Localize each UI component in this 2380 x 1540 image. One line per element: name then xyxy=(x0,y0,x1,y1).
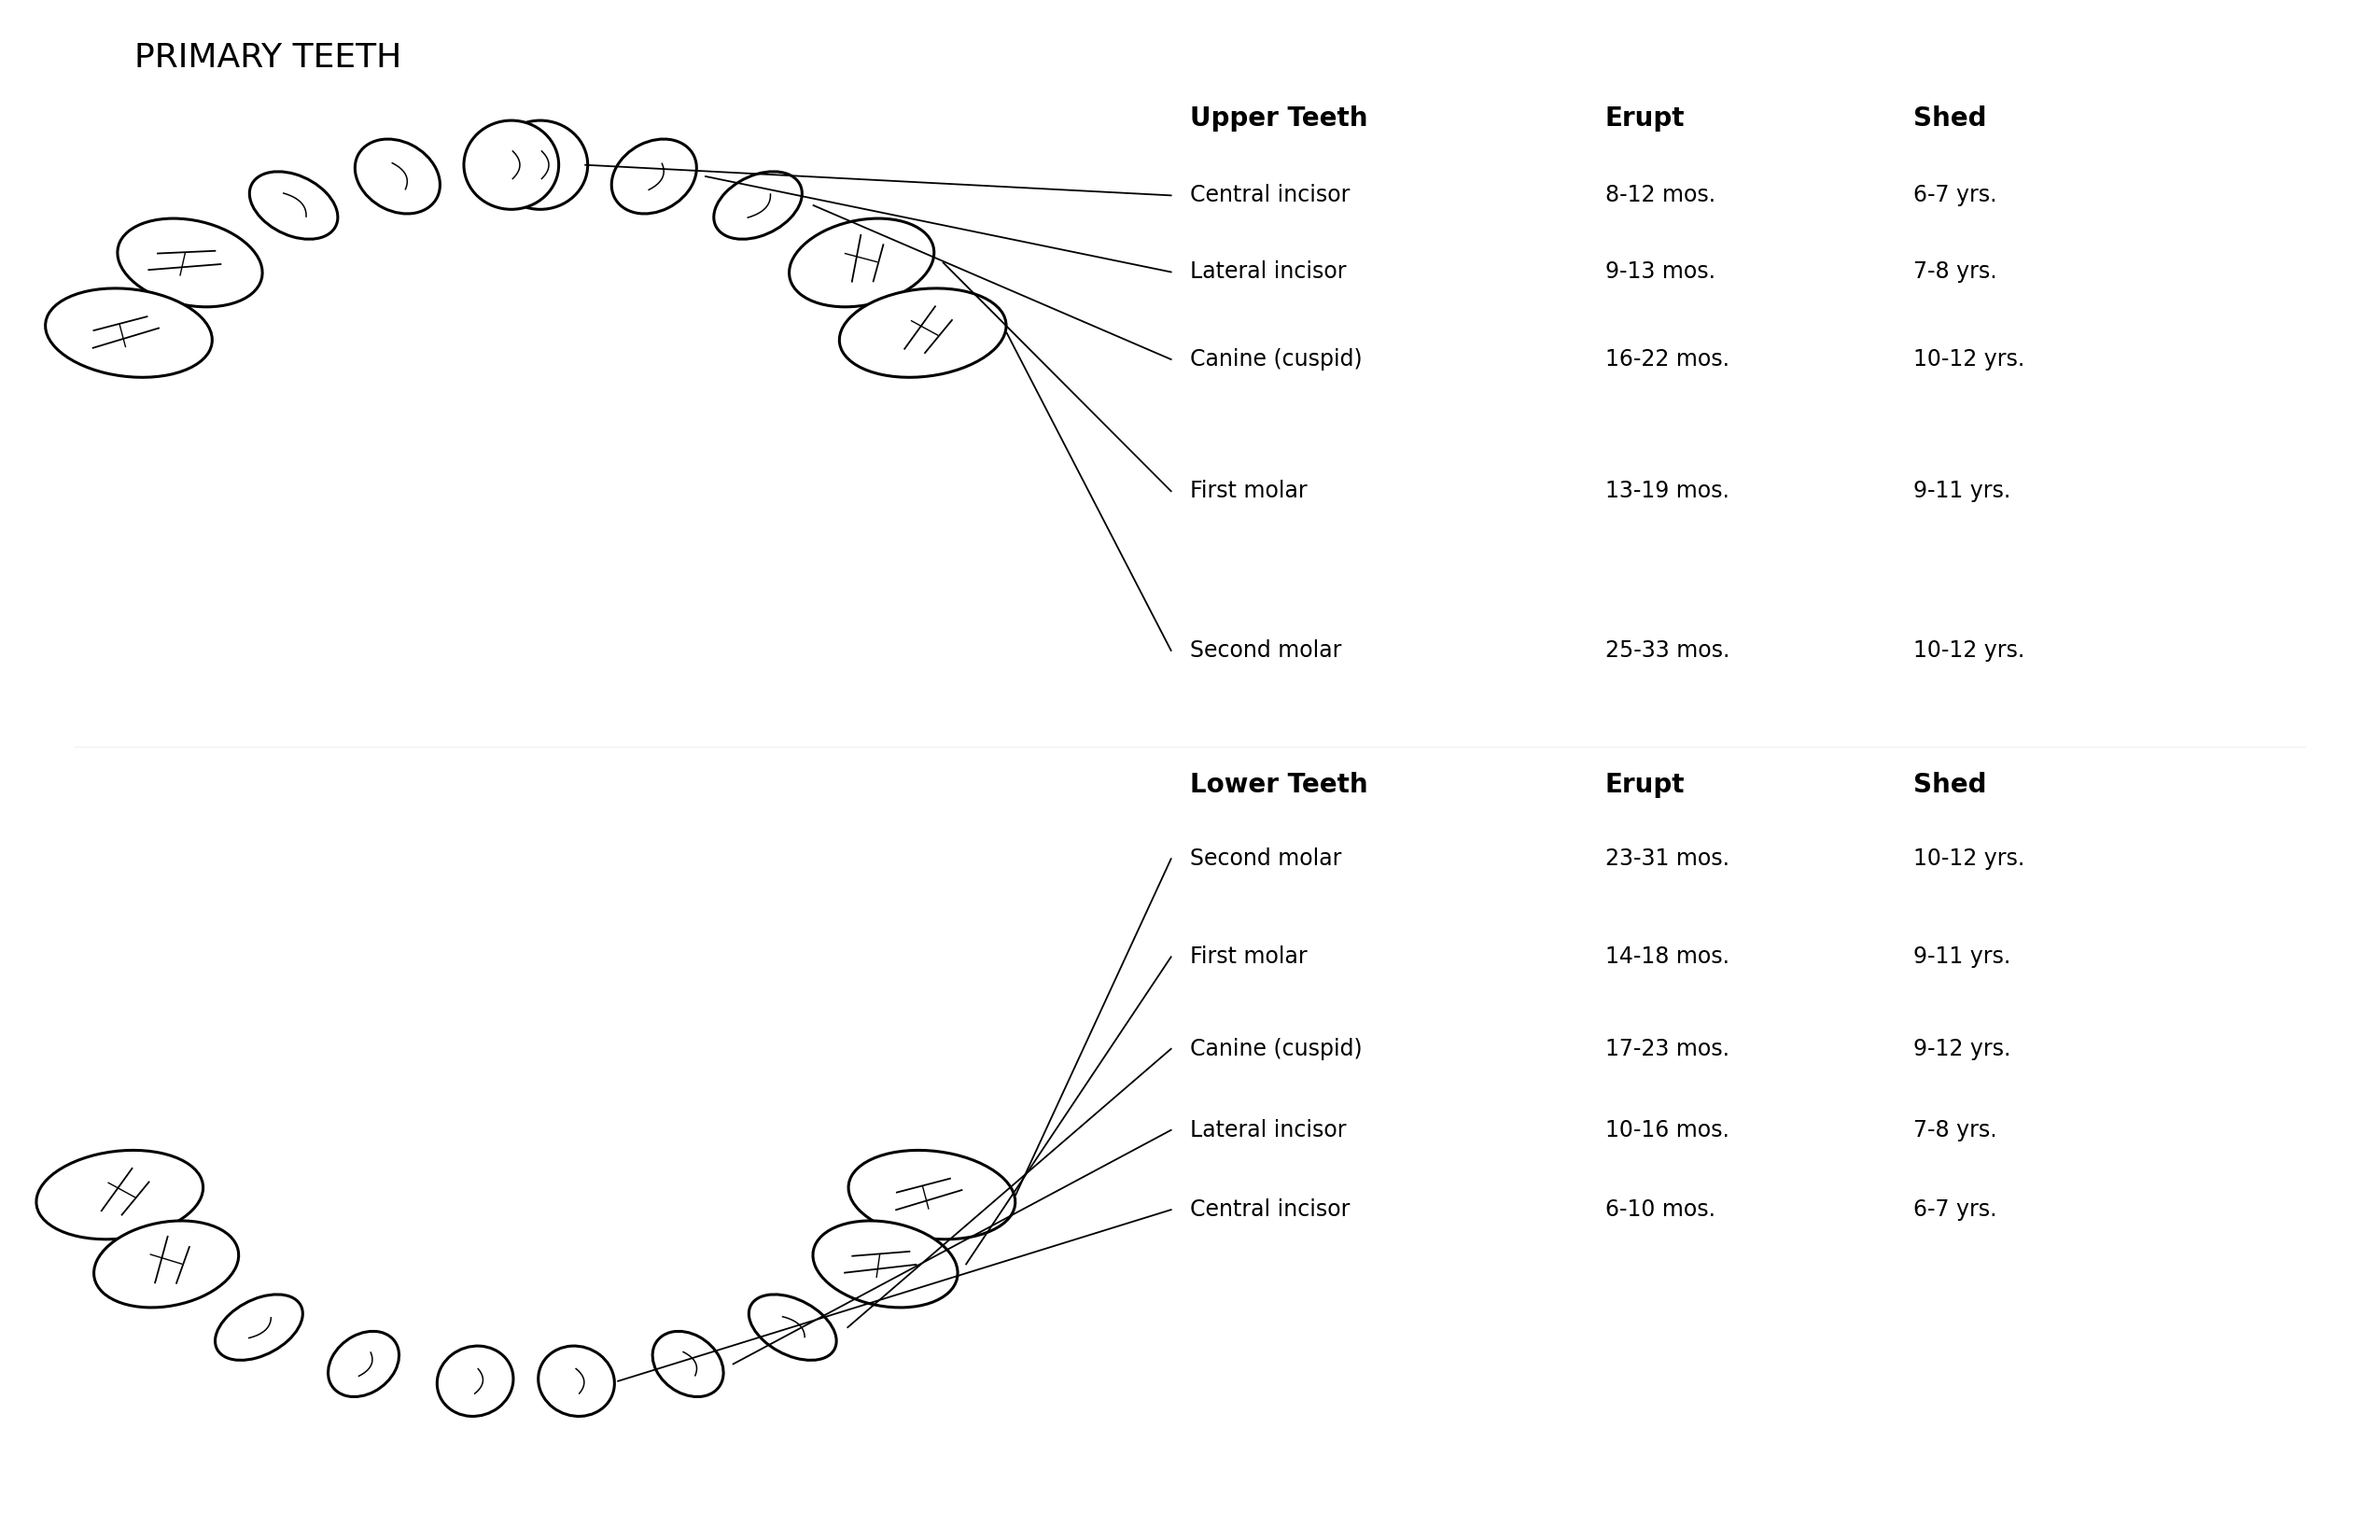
Text: Shed: Shed xyxy=(1914,772,1987,798)
Text: 25-33 mos.: 25-33 mos. xyxy=(1604,639,1730,662)
Text: Canine (cuspid): Canine (cuspid) xyxy=(1190,1038,1361,1060)
Text: 10-12 yrs.: 10-12 yrs. xyxy=(1914,639,2025,662)
Ellipse shape xyxy=(117,219,262,306)
Text: 6-10 mos.: 6-10 mos. xyxy=(1604,1198,1716,1221)
Text: 6-7 yrs.: 6-7 yrs. xyxy=(1914,185,1997,206)
Text: PRIMARY TEETH: PRIMARY TEETH xyxy=(133,42,402,74)
Text: Lateral incisor: Lateral incisor xyxy=(1190,260,1347,283)
Text: Canine (cuspid): Canine (cuspid) xyxy=(1190,348,1361,371)
Text: Erupt: Erupt xyxy=(1604,106,1685,132)
Text: 17-23 mos.: 17-23 mos. xyxy=(1604,1038,1730,1060)
Ellipse shape xyxy=(355,139,440,214)
Text: Central incisor: Central incisor xyxy=(1190,185,1349,206)
Text: 13-19 mos.: 13-19 mos. xyxy=(1604,480,1730,502)
Text: 16-22 mos.: 16-22 mos. xyxy=(1604,348,1730,371)
Text: Lower Teeth: Lower Teeth xyxy=(1190,772,1368,798)
Text: 9-11 yrs.: 9-11 yrs. xyxy=(1914,480,2011,502)
Text: Second molar: Second molar xyxy=(1190,847,1342,870)
Ellipse shape xyxy=(36,1150,202,1240)
Ellipse shape xyxy=(790,219,933,306)
Ellipse shape xyxy=(612,139,697,214)
Text: 10-12 yrs.: 10-12 yrs. xyxy=(1914,847,2025,870)
Text: First molar: First molar xyxy=(1190,946,1307,969)
Text: First molar: First molar xyxy=(1190,480,1307,502)
Ellipse shape xyxy=(214,1295,302,1360)
Ellipse shape xyxy=(250,171,338,239)
Ellipse shape xyxy=(750,1295,835,1360)
Text: Central incisor: Central incisor xyxy=(1190,1198,1349,1221)
Ellipse shape xyxy=(328,1331,400,1397)
Text: 9-11 yrs.: 9-11 yrs. xyxy=(1914,946,2011,969)
Text: 9-13 mos.: 9-13 mos. xyxy=(1604,260,1716,283)
Text: 14-18 mos.: 14-18 mos. xyxy=(1604,946,1730,969)
Ellipse shape xyxy=(493,120,588,209)
Text: 8-12 mos.: 8-12 mos. xyxy=(1604,185,1716,206)
Text: 23-31 mos.: 23-31 mos. xyxy=(1604,847,1730,870)
Text: 6-7 yrs.: 6-7 yrs. xyxy=(1914,1198,1997,1221)
Ellipse shape xyxy=(93,1221,238,1307)
Ellipse shape xyxy=(714,171,802,239)
Text: Upper Teeth: Upper Teeth xyxy=(1190,106,1368,132)
Text: Erupt: Erupt xyxy=(1604,772,1685,798)
Ellipse shape xyxy=(814,1221,957,1307)
Text: 7-8 yrs.: 7-8 yrs. xyxy=(1914,260,1997,283)
Ellipse shape xyxy=(45,288,212,377)
Text: 10-16 mos.: 10-16 mos. xyxy=(1604,1120,1730,1141)
Ellipse shape xyxy=(652,1331,724,1397)
Text: 10-12 yrs.: 10-12 yrs. xyxy=(1914,348,2025,371)
Ellipse shape xyxy=(538,1346,614,1417)
Text: Shed: Shed xyxy=(1914,106,1987,132)
Ellipse shape xyxy=(464,120,559,209)
Text: 7-8 yrs.: 7-8 yrs. xyxy=(1914,1120,1997,1141)
Ellipse shape xyxy=(847,1150,1016,1240)
Text: Second molar: Second molar xyxy=(1190,639,1342,662)
Text: Lateral incisor: Lateral incisor xyxy=(1190,1120,1347,1141)
Ellipse shape xyxy=(840,288,1007,377)
Ellipse shape xyxy=(438,1346,514,1417)
Text: 9-12 yrs.: 9-12 yrs. xyxy=(1914,1038,2011,1060)
